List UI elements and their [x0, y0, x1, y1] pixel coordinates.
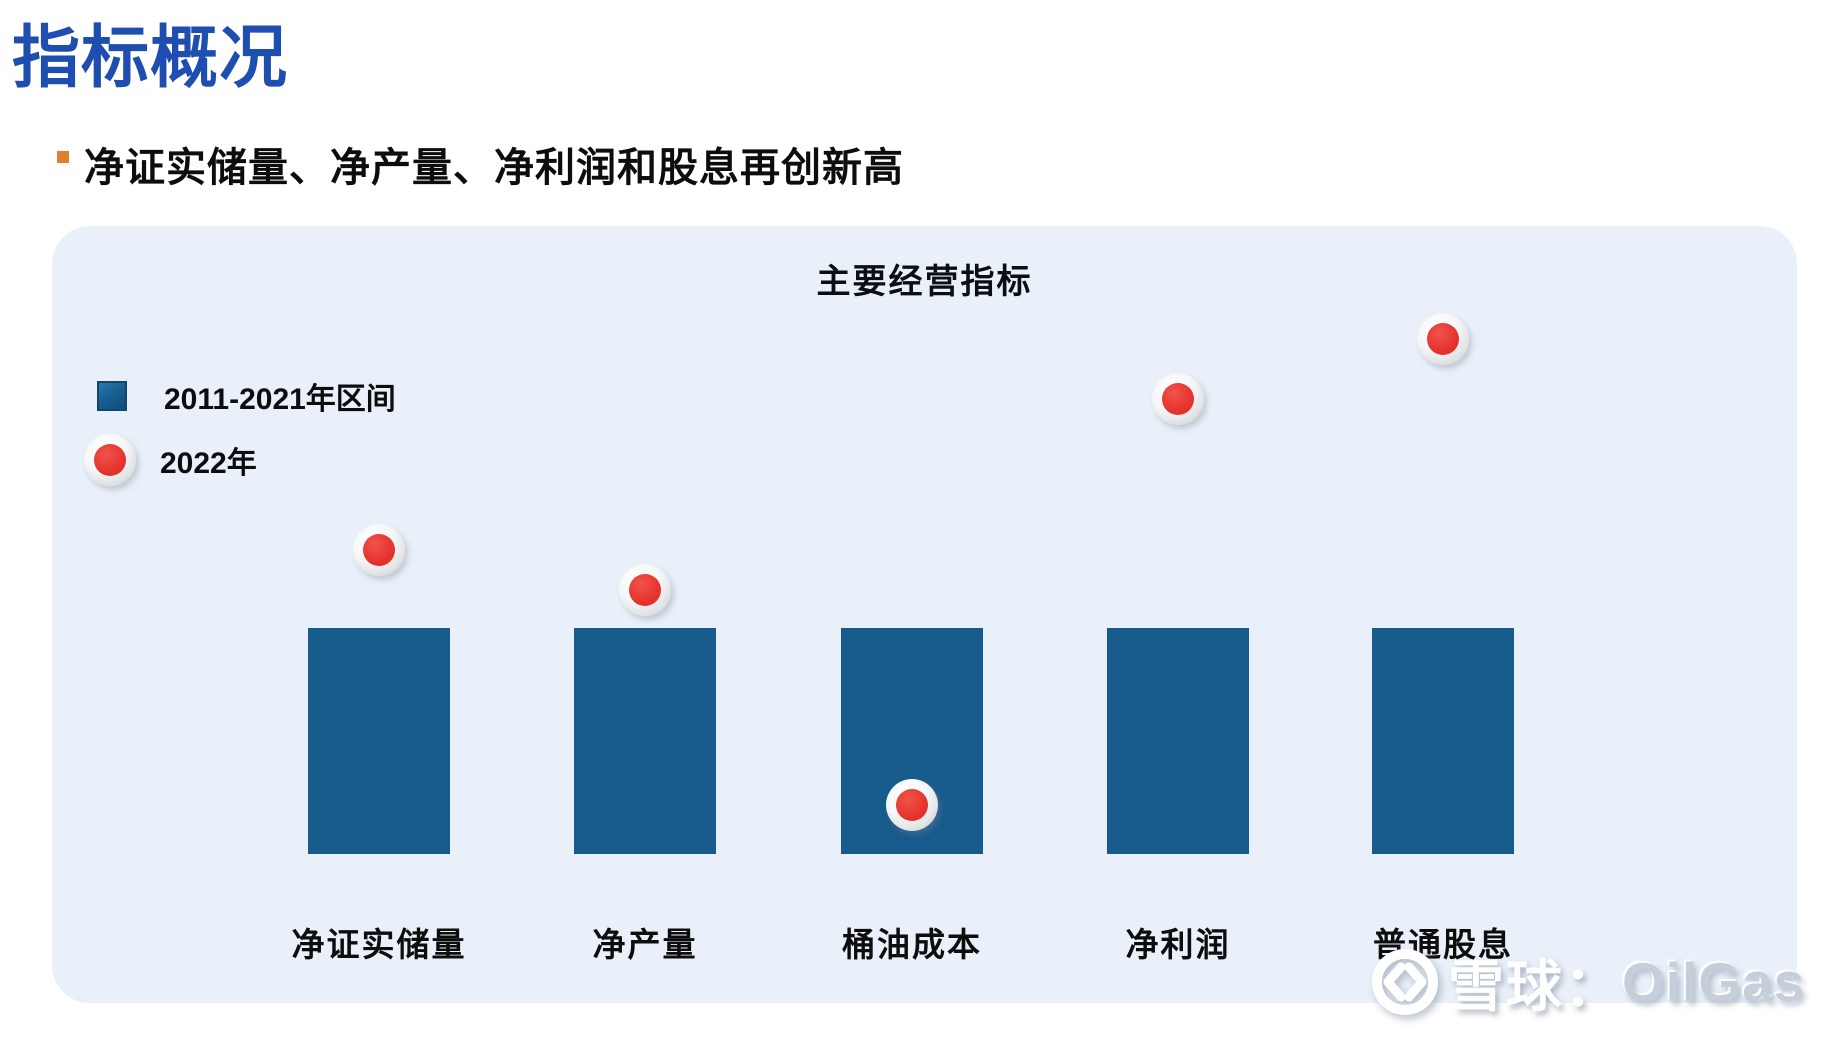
category-label: 净产量 [592, 926, 698, 963]
dot-2022 [619, 564, 671, 616]
legend-range-label: 2011-2021年区间 [164, 383, 396, 416]
legend-item-2022: 2022年 [84, 434, 396, 486]
dot-2022 [353, 524, 405, 576]
range-bar [1107, 628, 1249, 854]
bullet-square-icon [57, 151, 69, 163]
chart-panel: 主要经营指标 2011-2021年区间 2022年 净证实储量 净产量 桶油成本 净利… [52, 226, 1797, 1003]
page-title: 指标概况 [12, 20, 289, 96]
legend-dot-label: 2022年 [160, 447, 257, 480]
watermark-separator: ： [1564, 954, 1622, 1018]
dot-2022 [886, 779, 938, 831]
watermark: 雪球 ： OilGas [1368, 940, 1805, 1024]
category-label: 净证实储量 [291, 926, 467, 963]
range-bar [1372, 628, 1514, 854]
watermark-cn-text: 雪球 [1448, 954, 1564, 1018]
chart-title: 主要经营指标 [816, 263, 1033, 301]
dot-2022 [1417, 313, 1469, 365]
dot-swatch-icon [84, 434, 136, 486]
watermark-en-text: OilGas [1622, 951, 1806, 1013]
dot-2022 [1152, 373, 1204, 425]
legend: 2011-2021年区间 2022年 [84, 374, 396, 486]
category-label: 桶油成本 [842, 926, 982, 963]
range-bar [308, 628, 450, 854]
range-bar [574, 628, 716, 854]
plot-area: 净证实储量 净产量 桶油成本 净利润 普通股息 [52, 226, 1797, 1003]
bullet-text: 净证实储量、净产量、净利润和股息再创新高 [84, 146, 904, 190]
xueqiu-logo-icon [1372, 949, 1438, 1015]
legend-item-range: 2011-2021年区间 [84, 374, 396, 418]
category-label: 净利润 [1125, 926, 1231, 963]
bar-swatch-icon [97, 381, 127, 411]
